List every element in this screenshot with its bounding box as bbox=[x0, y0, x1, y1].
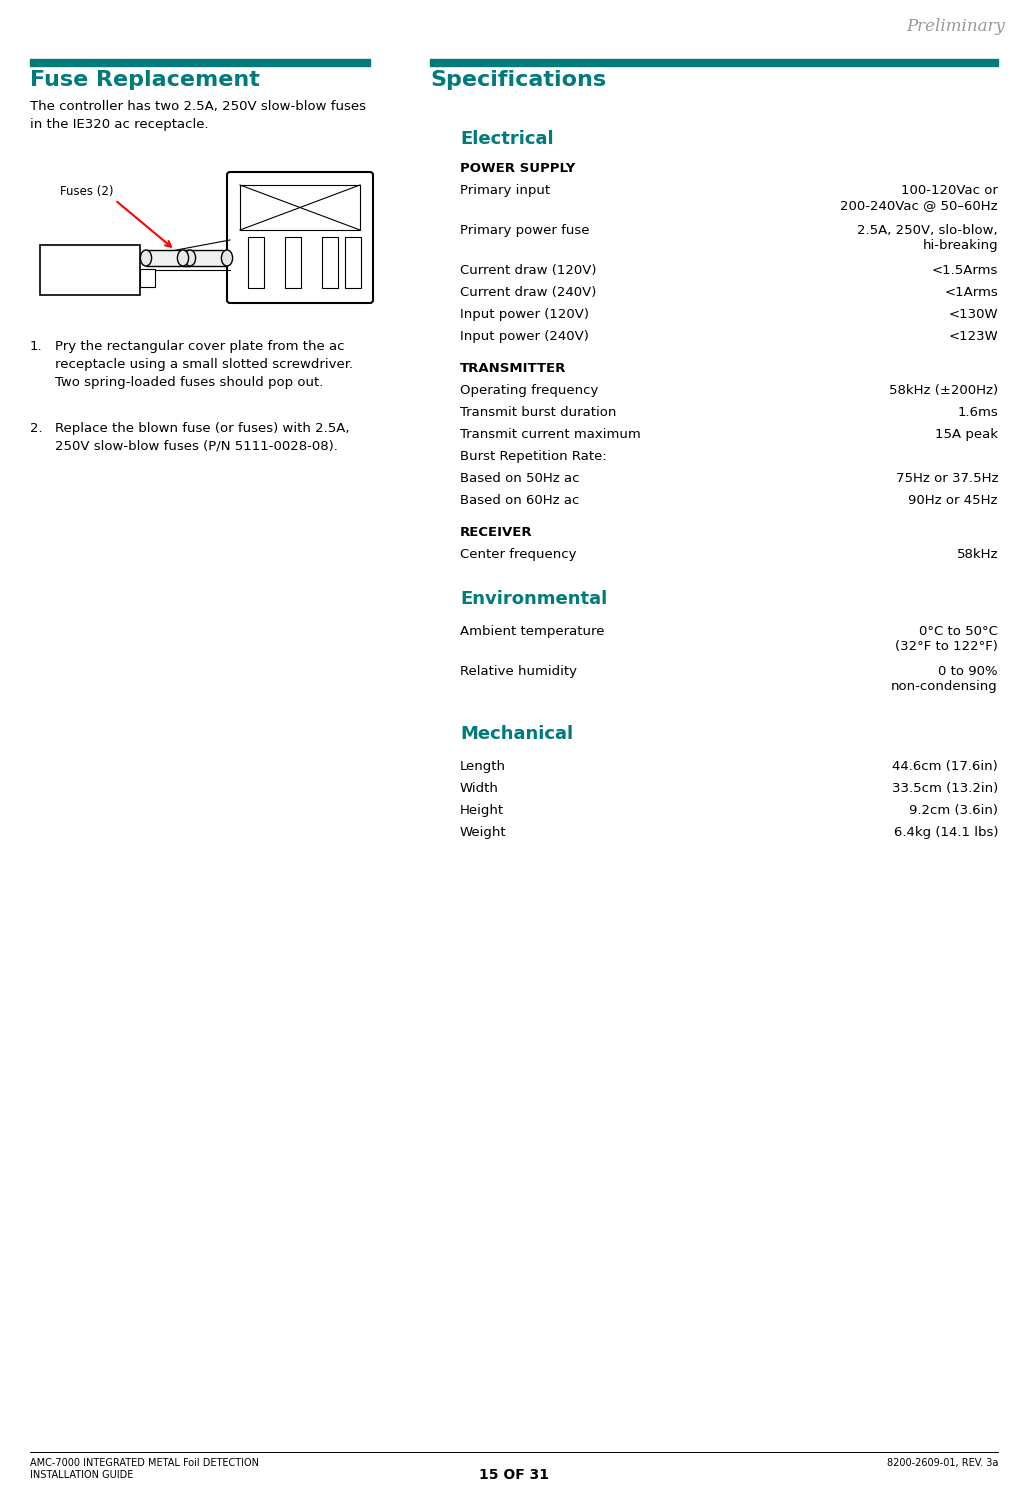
Text: Transmit current maximum: Transmit current maximum bbox=[460, 428, 641, 442]
Text: 58kHz: 58kHz bbox=[957, 548, 998, 561]
Text: Primary power fuse: Primary power fuse bbox=[460, 224, 590, 237]
Text: 90Hz or 45Hz: 90Hz or 45Hz bbox=[909, 494, 998, 507]
Text: Center frequency: Center frequency bbox=[460, 548, 576, 561]
Text: 0°C to 50°C
(32°F to 122°F): 0°C to 50°C (32°F to 122°F) bbox=[895, 625, 998, 653]
Text: Based on 50Hz ac: Based on 50Hz ac bbox=[460, 471, 579, 485]
Bar bbox=[248, 237, 264, 288]
Text: 33.5cm (13.2in): 33.5cm (13.2in) bbox=[892, 782, 998, 795]
Text: Fuse Replacement: Fuse Replacement bbox=[30, 70, 260, 90]
Bar bbox=[40, 245, 140, 295]
Text: Operating frequency: Operating frequency bbox=[460, 383, 599, 397]
Text: 2.: 2. bbox=[30, 422, 42, 434]
Text: Transmit burst duration: Transmit burst duration bbox=[460, 406, 616, 419]
Ellipse shape bbox=[184, 251, 196, 266]
Bar bbox=[30, 60, 370, 66]
Text: Specifications: Specifications bbox=[430, 70, 606, 90]
Text: Current draw (120V): Current draw (120V) bbox=[460, 264, 597, 278]
Text: 15A peak: 15A peak bbox=[935, 428, 998, 442]
Text: 6.4kg (14.1 lbs): 6.4kg (14.1 lbs) bbox=[893, 827, 998, 839]
Text: Relative humidity: Relative humidity bbox=[460, 665, 577, 677]
Bar bbox=[430, 60, 998, 66]
Text: 9.2cm (3.6in): 9.2cm (3.6in) bbox=[909, 804, 998, 818]
Text: 1.: 1. bbox=[30, 340, 42, 354]
Bar bbox=[140, 269, 155, 286]
Text: Weight: Weight bbox=[460, 827, 506, 839]
Text: Electrical: Electrical bbox=[460, 130, 554, 148]
Text: Environmental: Environmental bbox=[460, 589, 607, 609]
Text: 0 to 90%
non-condensing: 0 to 90% non-condensing bbox=[891, 665, 998, 692]
Bar bbox=[183, 251, 227, 266]
Text: Ambient temperature: Ambient temperature bbox=[460, 625, 604, 639]
FancyBboxPatch shape bbox=[227, 172, 372, 303]
Text: TRANSMITTER: TRANSMITTER bbox=[460, 363, 566, 374]
Bar bbox=[345, 237, 361, 288]
Text: The controller has two 2.5A, 250V slow-blow fuses
in the IE320 ac receptacle.: The controller has two 2.5A, 250V slow-b… bbox=[30, 100, 366, 131]
Text: 100-120Vac or
200-240Vac @ 50–60Hz: 100-120Vac or 200-240Vac @ 50–60Hz bbox=[841, 184, 998, 212]
Text: 58kHz (±200Hz): 58kHz (±200Hz) bbox=[889, 383, 998, 397]
Text: 1.6ms: 1.6ms bbox=[957, 406, 998, 419]
Text: 8200-2609-01, REV. 3a: 8200-2609-01, REV. 3a bbox=[887, 1458, 998, 1468]
Ellipse shape bbox=[177, 251, 188, 266]
Text: Based on 60Hz ac: Based on 60Hz ac bbox=[460, 494, 579, 507]
Bar bbox=[240, 185, 360, 230]
Text: RECEIVER: RECEIVER bbox=[460, 527, 533, 539]
Text: 75Hz or 37.5Hz: 75Hz or 37.5Hz bbox=[895, 471, 998, 485]
Text: AMC-7000 INTEGRATED METAL Foil DETECTION: AMC-7000 INTEGRATED METAL Foil DETECTION bbox=[30, 1458, 259, 1468]
Text: 44.6cm (17.6in): 44.6cm (17.6in) bbox=[892, 759, 998, 773]
Text: Replace the blown fuse (or fuses) with 2.5A,
250V slow-blow fuses (P/N 5111-0028: Replace the blown fuse (or fuses) with 2… bbox=[55, 422, 350, 452]
Text: Height: Height bbox=[460, 804, 504, 818]
Text: <1Arms: <1Arms bbox=[945, 286, 998, 298]
Text: 2.5A, 250V, slo-blow,
hi-breaking: 2.5A, 250V, slo-blow, hi-breaking bbox=[857, 224, 998, 252]
Text: Burst Repetition Rate:: Burst Repetition Rate: bbox=[460, 451, 607, 463]
Text: Primary input: Primary input bbox=[460, 184, 551, 197]
Text: Width: Width bbox=[460, 782, 499, 795]
Text: Pry the rectangular cover plate from the ac
receptacle using a small slotted scr: Pry the rectangular cover plate from the… bbox=[55, 340, 353, 389]
Text: Input power (120V): Input power (120V) bbox=[460, 307, 589, 321]
Text: Mechanical: Mechanical bbox=[460, 725, 573, 743]
Bar bbox=[322, 237, 338, 288]
Ellipse shape bbox=[140, 251, 151, 266]
Text: 15 OF 31: 15 OF 31 bbox=[480, 1468, 549, 1482]
Text: INSTALLATION GUIDE: INSTALLATION GUIDE bbox=[30, 1470, 134, 1480]
Text: Input power (240V): Input power (240V) bbox=[460, 330, 589, 343]
Bar bbox=[146, 251, 190, 266]
Text: <1.5Arms: <1.5Arms bbox=[931, 264, 998, 278]
Text: Fuses (2): Fuses (2) bbox=[60, 185, 113, 198]
Text: <130W: <130W bbox=[949, 307, 998, 321]
Text: <123W: <123W bbox=[949, 330, 998, 343]
Bar bbox=[285, 237, 301, 288]
Text: Length: Length bbox=[460, 759, 506, 773]
Text: Preliminary: Preliminary bbox=[907, 18, 1005, 34]
Text: Current draw (240V): Current draw (240V) bbox=[460, 286, 597, 298]
Text: POWER SUPPLY: POWER SUPPLY bbox=[460, 163, 575, 175]
Ellipse shape bbox=[221, 251, 233, 266]
